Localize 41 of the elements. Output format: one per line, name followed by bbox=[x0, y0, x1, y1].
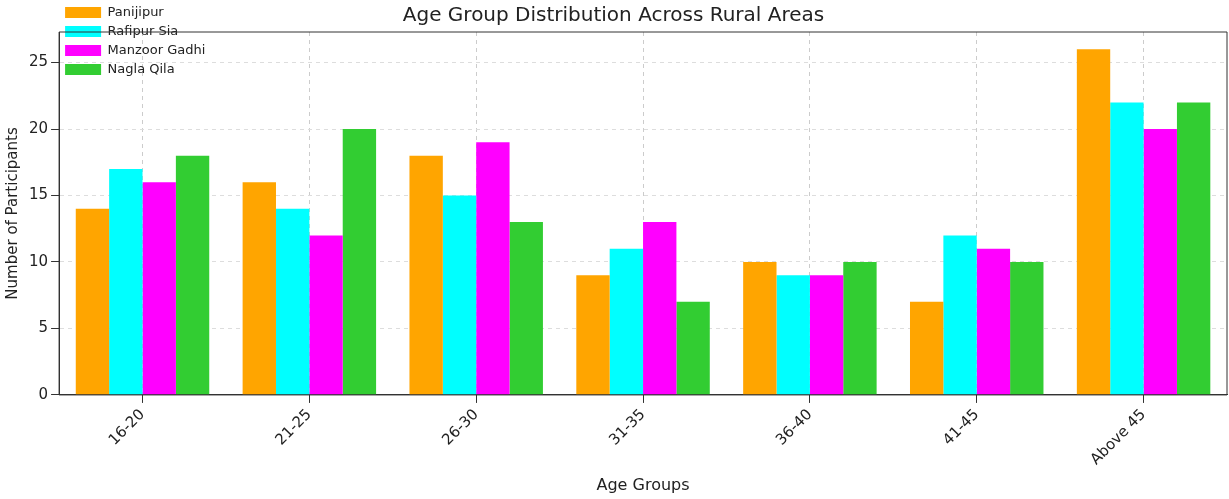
bar bbox=[409, 155, 443, 395]
bar bbox=[643, 222, 677, 395]
bar bbox=[576, 275, 610, 395]
bar bbox=[242, 182, 276, 395]
bar bbox=[342, 129, 377, 395]
bar bbox=[1076, 49, 1111, 395]
legend-label: Panijipur bbox=[107, 3, 165, 19]
y-tick-label: 15 bbox=[28, 185, 49, 204]
bar bbox=[275, 208, 310, 395]
bar bbox=[1110, 102, 1144, 395]
bar bbox=[676, 301, 710, 395]
bar bbox=[943, 235, 977, 395]
bar bbox=[75, 208, 110, 395]
bar bbox=[175, 155, 210, 395]
bar bbox=[142, 182, 176, 395]
bar bbox=[1010, 261, 1044, 395]
bar bbox=[1176, 102, 1211, 395]
y-tick-label: 5 bbox=[38, 318, 49, 337]
bar bbox=[843, 261, 877, 395]
y-tick-label: 20 bbox=[28, 118, 49, 137]
bar bbox=[976, 248, 1011, 395]
chart-title: Age Group Distribution Across Rural Areas bbox=[402, 2, 825, 27]
y-tick-label: 10 bbox=[28, 251, 49, 270]
y-tick-label: 0 bbox=[38, 384, 49, 403]
bar bbox=[309, 235, 343, 395]
bar bbox=[442, 195, 477, 395]
bar bbox=[809, 275, 844, 395]
bar bbox=[509, 222, 543, 395]
bar bbox=[743, 261, 777, 395]
bar bbox=[109, 168, 143, 395]
bar bbox=[609, 248, 644, 395]
bar bbox=[776, 275, 810, 395]
legend-label: Nagla Qila bbox=[107, 60, 175, 76]
y-tick-label: 25 bbox=[28, 52, 49, 71]
bar bbox=[910, 301, 944, 395]
legend-label: Manzoor Gadhi bbox=[107, 41, 206, 57]
x-axis-title: Age Groups bbox=[596, 474, 690, 494]
bar bbox=[476, 142, 510, 395]
legend-label: Rafipur Sia bbox=[107, 22, 179, 38]
bar bbox=[1143, 129, 1177, 395]
y-axis-title: Number of Participants bbox=[2, 127, 21, 300]
